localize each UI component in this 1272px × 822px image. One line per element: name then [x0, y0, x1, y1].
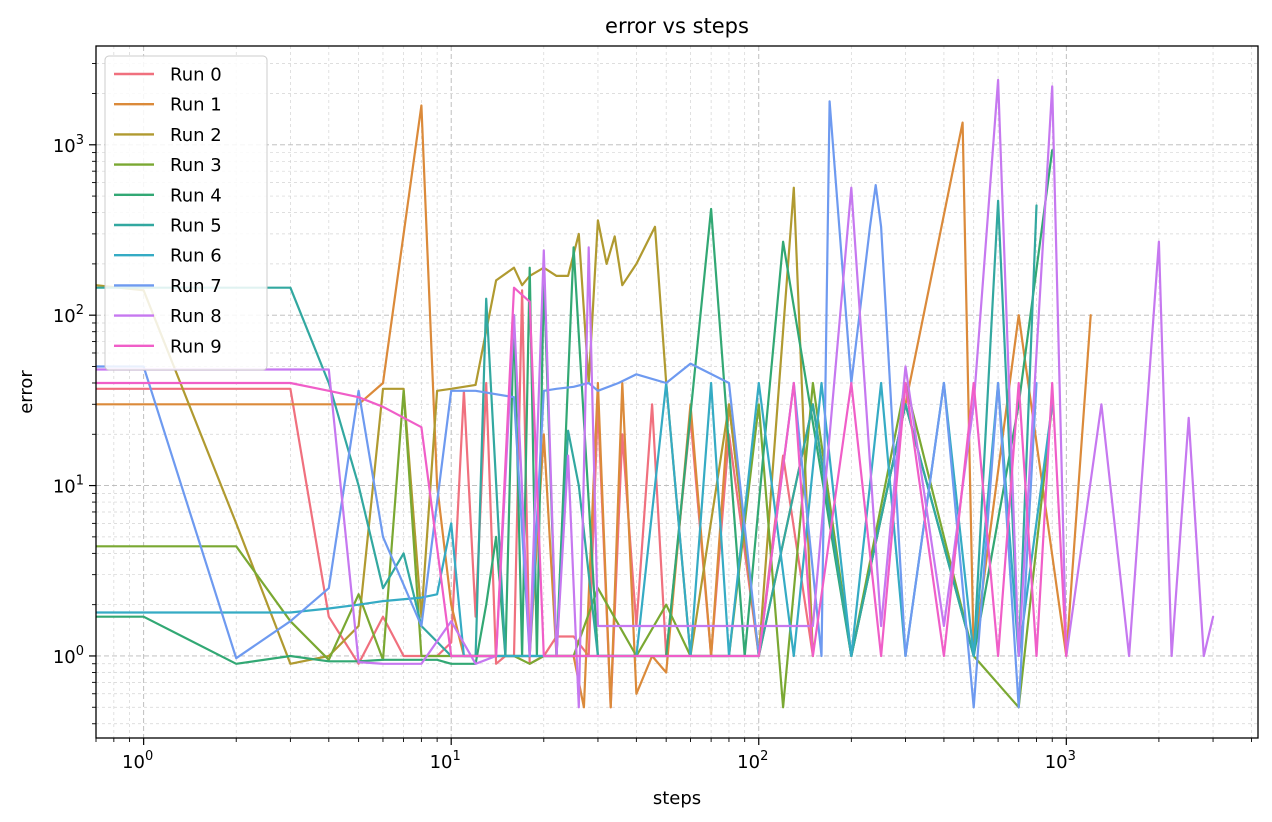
legend-label: Run 1 [170, 95, 222, 116]
x-tick-label: 101 [430, 749, 461, 773]
series-line-run-9 [96, 286, 1068, 658]
ticks [89, 63, 1252, 745]
legend-label: Run 9 [170, 336, 222, 357]
y-tick-label: 101 [53, 474, 84, 498]
y-tick-labels: 100 101 102 103 [53, 133, 84, 668]
legend: Run 0 Run 1 Run 2 Run 3 Run 4 Run 5 Run 6 Run 7… [104, 55, 268, 371]
x-tick-label: 102 [737, 749, 768, 773]
x-tick-label: 103 [1045, 749, 1076, 773]
series-lines [96, 78, 1215, 709]
legend-label: Run 0 [170, 65, 222, 86]
legend-label: Run 2 [170, 125, 222, 146]
y-axis-label: error [16, 370, 37, 414]
plot-frame [95, 45, 1259, 739]
legend-label: Run 5 [170, 216, 222, 237]
legend-label: Run 3 [170, 155, 222, 176]
legend-label: Run 7 [170, 276, 222, 297]
x-tick-labels: 100 101 102 103 [122, 749, 1076, 773]
y-tick-label: 102 [53, 303, 84, 327]
x-axis-label: steps [653, 788, 701, 809]
legend-label: Run 6 [170, 246, 222, 267]
legend-label: Run 8 [170, 306, 222, 327]
legend-label: Run 4 [170, 185, 222, 206]
y-tick-label: 100 [53, 644, 84, 668]
y-tick-label: 103 [53, 133, 84, 157]
series-line-run-8 [96, 78, 1215, 709]
x-tick-label: 100 [122, 749, 153, 773]
chart-title: error vs steps [605, 14, 749, 38]
series-line-run-7 [96, 100, 1038, 709]
